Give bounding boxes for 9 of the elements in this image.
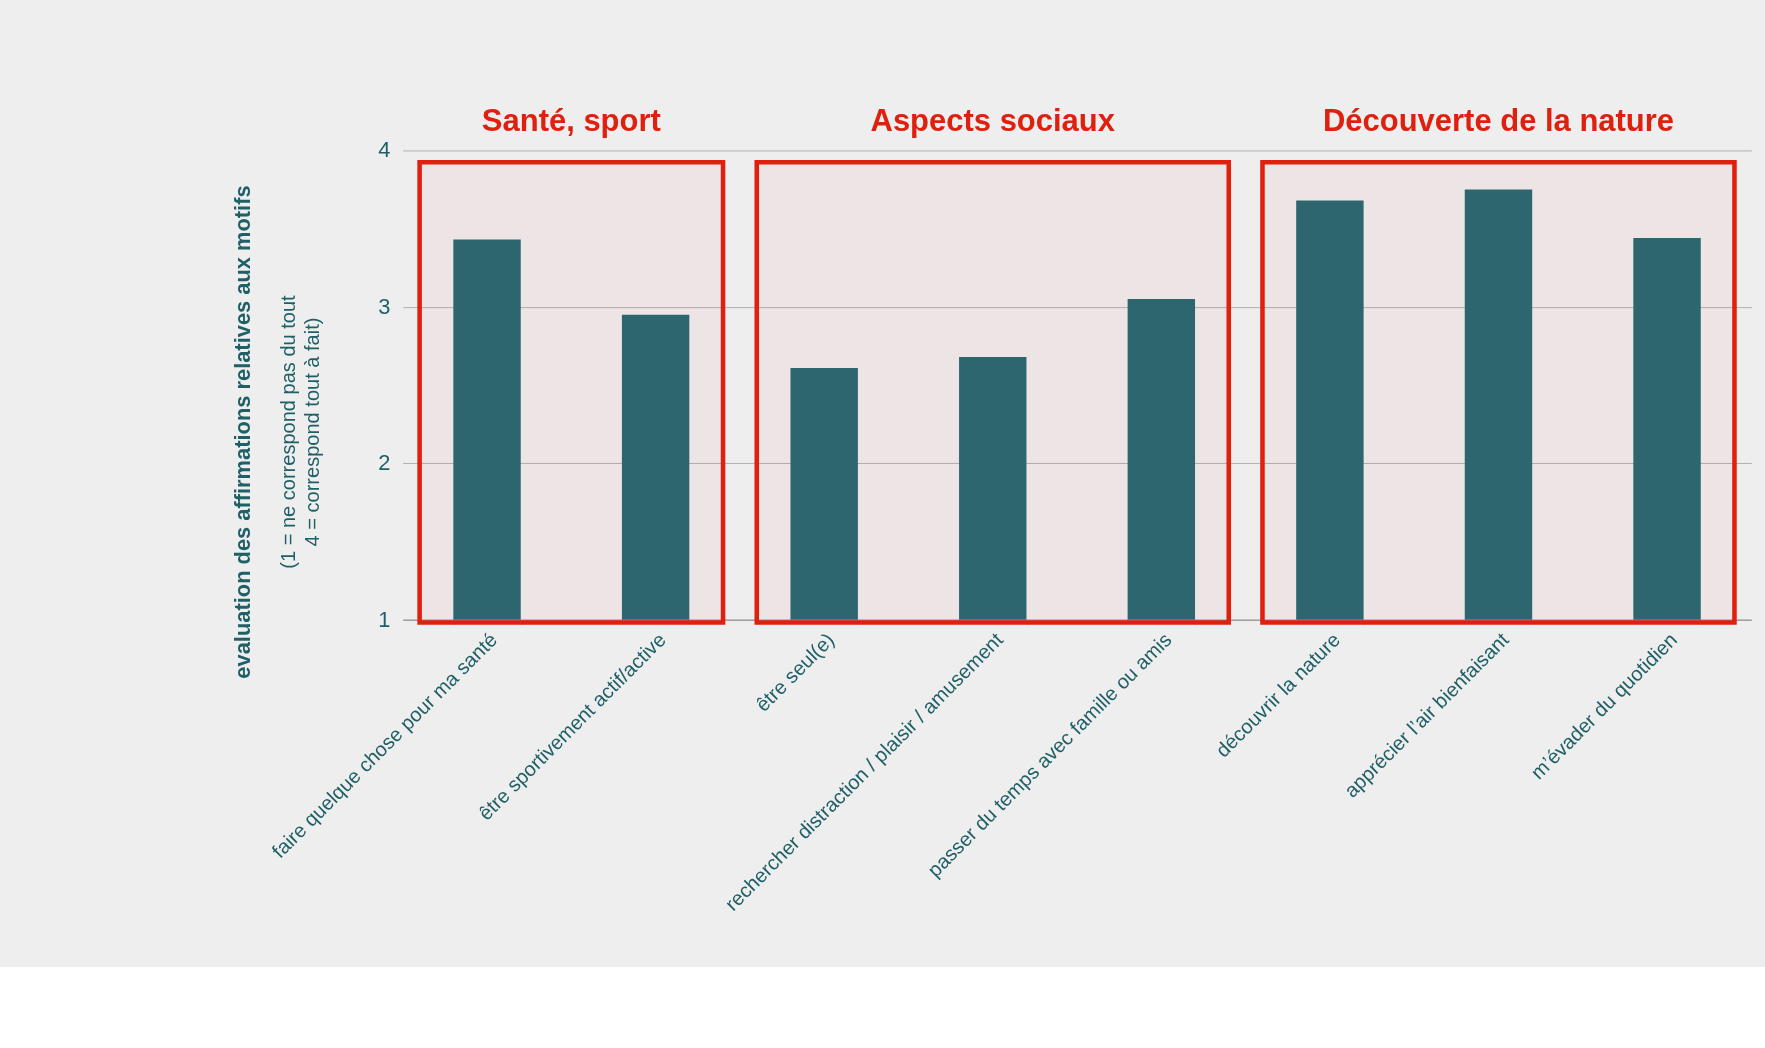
- y-tick-label: 3: [378, 293, 391, 319]
- y-axis-title: evaluation des affirmations relatives aux motifs: [229, 185, 255, 679]
- y-tick-label: 2: [378, 450, 391, 476]
- text: (1 = ne correspond pas du tout 4 = correspond tout à fait): [277, 294, 323, 569]
- band-label: Découverte de la nature: [1322, 103, 1675, 139]
- y-tick-label: 4: [378, 137, 391, 163]
- band-label: Santé, sport: [481, 103, 661, 139]
- band-label: Aspects sociaux: [870, 103, 1115, 139]
- y-tick-label: 1: [378, 606, 391, 632]
